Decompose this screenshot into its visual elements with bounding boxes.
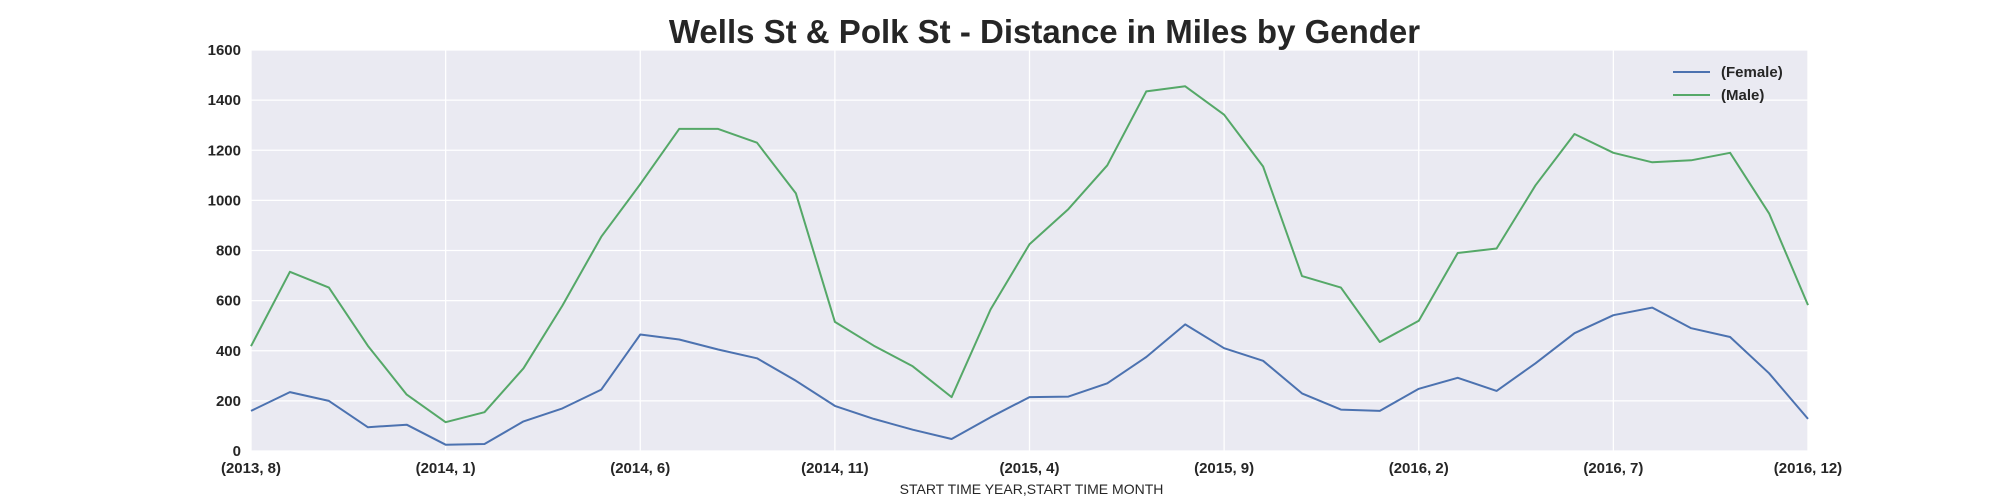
grid (250, 49, 1809, 452)
chart-title: Wells St & Polk St - Distance in Miles b… (669, 13, 1420, 50)
y-tick-label: 0 (233, 443, 241, 460)
y-tick-label: 1000 (208, 192, 241, 209)
x-tick-label: (2016, 12) (1774, 460, 1842, 477)
x-tick-label: (2016, 7) (1583, 460, 1643, 477)
x-tick-label: (2014, 1) (416, 460, 476, 477)
x-tick-label: (2015, 4) (999, 460, 1059, 477)
series-line-female (250, 306, 1809, 446)
x-tick-label: (2013, 8) (221, 460, 281, 477)
legend-label-female: (Female) (1721, 64, 1783, 81)
x-axis: (2013, 8) (2014, 1) (2014, 6) (2014, 11) (20… (221, 460, 1842, 477)
y-axis: 0 200 400 600 800 1000 1200 1400 1600 (208, 42, 241, 460)
y-tick-label: 400 (216, 343, 241, 360)
x-tick-label: (2014, 11) (801, 460, 869, 477)
x-tick-label: (2015, 9) (1194, 460, 1254, 477)
y-tick-label: 600 (216, 293, 241, 310)
series-lines (250, 85, 1809, 446)
x-tick-label: (2014, 6) (610, 460, 670, 477)
y-tick-label: 800 (216, 243, 241, 260)
y-tick-label: 1200 (208, 142, 241, 159)
x-tick-label: (2016, 2) (1389, 460, 1449, 477)
series-line-male (250, 85, 1809, 424)
x-axis-label: START TIME YEAR,START TIME MONTH (900, 481, 1164, 497)
legend: (Female) (Male) (1673, 64, 1783, 104)
legend-label-male: (Male) (1721, 87, 1764, 104)
y-tick-label: 1600 (208, 42, 241, 59)
y-tick-label: 1400 (208, 92, 241, 109)
y-tick-label: 200 (216, 393, 241, 410)
